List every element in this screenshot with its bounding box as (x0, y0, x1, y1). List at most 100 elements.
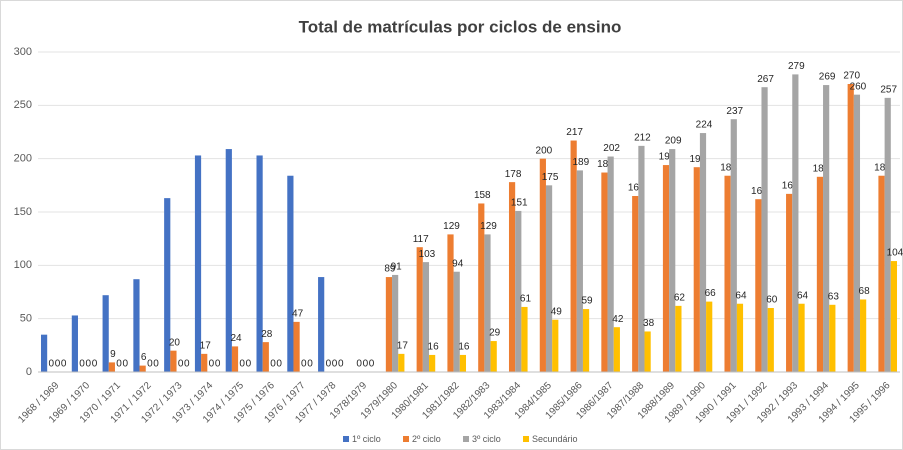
data-label: 151 (511, 198, 528, 209)
bar (613, 327, 620, 372)
data-label: 117 (413, 234, 429, 245)
data-label: 270 (843, 71, 860, 82)
y-tick-label: 0 (26, 366, 32, 378)
data-label: 0 (338, 359, 344, 370)
bar (484, 234, 491, 372)
bar (133, 279, 140, 372)
y-tick-label: 150 (14, 206, 32, 218)
data-label: 42 (612, 314, 624, 325)
bar (164, 198, 171, 372)
data-label: 64 (797, 290, 809, 301)
bar (823, 85, 830, 373)
bar (699, 133, 707, 372)
data-label: 0 (92, 359, 98, 370)
bar (582, 309, 590, 372)
data-label: 0 (276, 359, 282, 370)
data-label: 91 (391, 262, 403, 273)
bar (853, 94, 861, 373)
data-label: 0 (363, 359, 369, 370)
data-label: 20 (169, 337, 181, 348)
data-label: 237 (726, 106, 743, 117)
data-label: 267 (757, 74, 774, 85)
bar (662, 165, 670, 372)
data-label: 28 (261, 329, 273, 340)
data-label: 0 (122, 359, 128, 370)
bar (878, 175, 885, 372)
bar (139, 365, 146, 372)
bar (644, 331, 651, 372)
data-label: 16 (428, 342, 440, 353)
data-label: 104 (887, 248, 903, 259)
data-label: 192 (689, 154, 706, 165)
bar (669, 149, 676, 372)
data-label: 279 (788, 61, 805, 72)
data-label: 167 (782, 181, 799, 192)
bar (429, 354, 436, 372)
data-label: 60 (766, 295, 778, 306)
data-label: 94 (452, 258, 464, 269)
data-label: 217 (566, 127, 583, 138)
bar (490, 341, 497, 372)
data-label: 269 (819, 72, 836, 83)
data-label: 16 (458, 342, 470, 353)
data-label: 184 (874, 162, 891, 173)
bar (194, 155, 202, 372)
bar (860, 299, 867, 372)
data-label: 209 (665, 136, 682, 147)
data-label: 89 (384, 264, 396, 275)
bar (847, 84, 854, 372)
bar (724, 175, 731, 372)
bar (170, 350, 177, 372)
bar (755, 199, 762, 372)
bar (675, 305, 682, 372)
bar (108, 362, 115, 372)
bar (884, 97, 891, 372)
data-label: 17 (397, 341, 409, 352)
legend-swatch (343, 436, 349, 442)
data-label: 61 (520, 294, 532, 305)
data-label: 0 (332, 359, 338, 370)
data-label: 212 (634, 133, 651, 144)
bar (576, 170, 583, 372)
bar (601, 172, 608, 372)
data-label: 49 (551, 306, 563, 317)
data-label: 0 (147, 359, 153, 370)
data-label: 184 (720, 162, 737, 173)
data-label: 0 (209, 359, 215, 370)
data-label: 63 (828, 291, 840, 302)
bar (102, 295, 109, 372)
data-label: 47 (292, 309, 304, 320)
data-label: 66 (705, 288, 717, 299)
bar (798, 303, 805, 372)
data-label: 62 (674, 293, 686, 304)
data-label: 257 (880, 85, 897, 96)
data-label: 0 (215, 359, 221, 370)
bar (552, 319, 559, 372)
bar (398, 353, 405, 372)
data-label: 0 (79, 359, 85, 370)
bar (201, 353, 208, 372)
data-label: 158 (474, 190, 491, 201)
data-label: 24 (230, 333, 242, 344)
data-label: 38 (643, 318, 655, 329)
data-label: 202 (603, 143, 620, 154)
legend-swatch (523, 436, 529, 442)
bar (287, 175, 294, 372)
data-label: 6 (141, 352, 147, 363)
data-label: 0 (239, 359, 245, 370)
legend-label: Secundário (532, 434, 578, 444)
data-label: 162 (751, 186, 768, 197)
data-label: 0 (55, 359, 61, 370)
data-label: 0 (326, 359, 332, 370)
data-label: 194 (659, 152, 676, 163)
legend-label: 1º ciclo (352, 434, 381, 444)
y-tick-label: 300 (14, 46, 32, 58)
data-label: 129 (443, 221, 460, 232)
data-label: 165 (628, 183, 645, 194)
bar (459, 354, 467, 372)
data-label: 224 (696, 120, 713, 131)
data-label: 0 (49, 359, 55, 370)
data-label: 129 (480, 221, 497, 232)
